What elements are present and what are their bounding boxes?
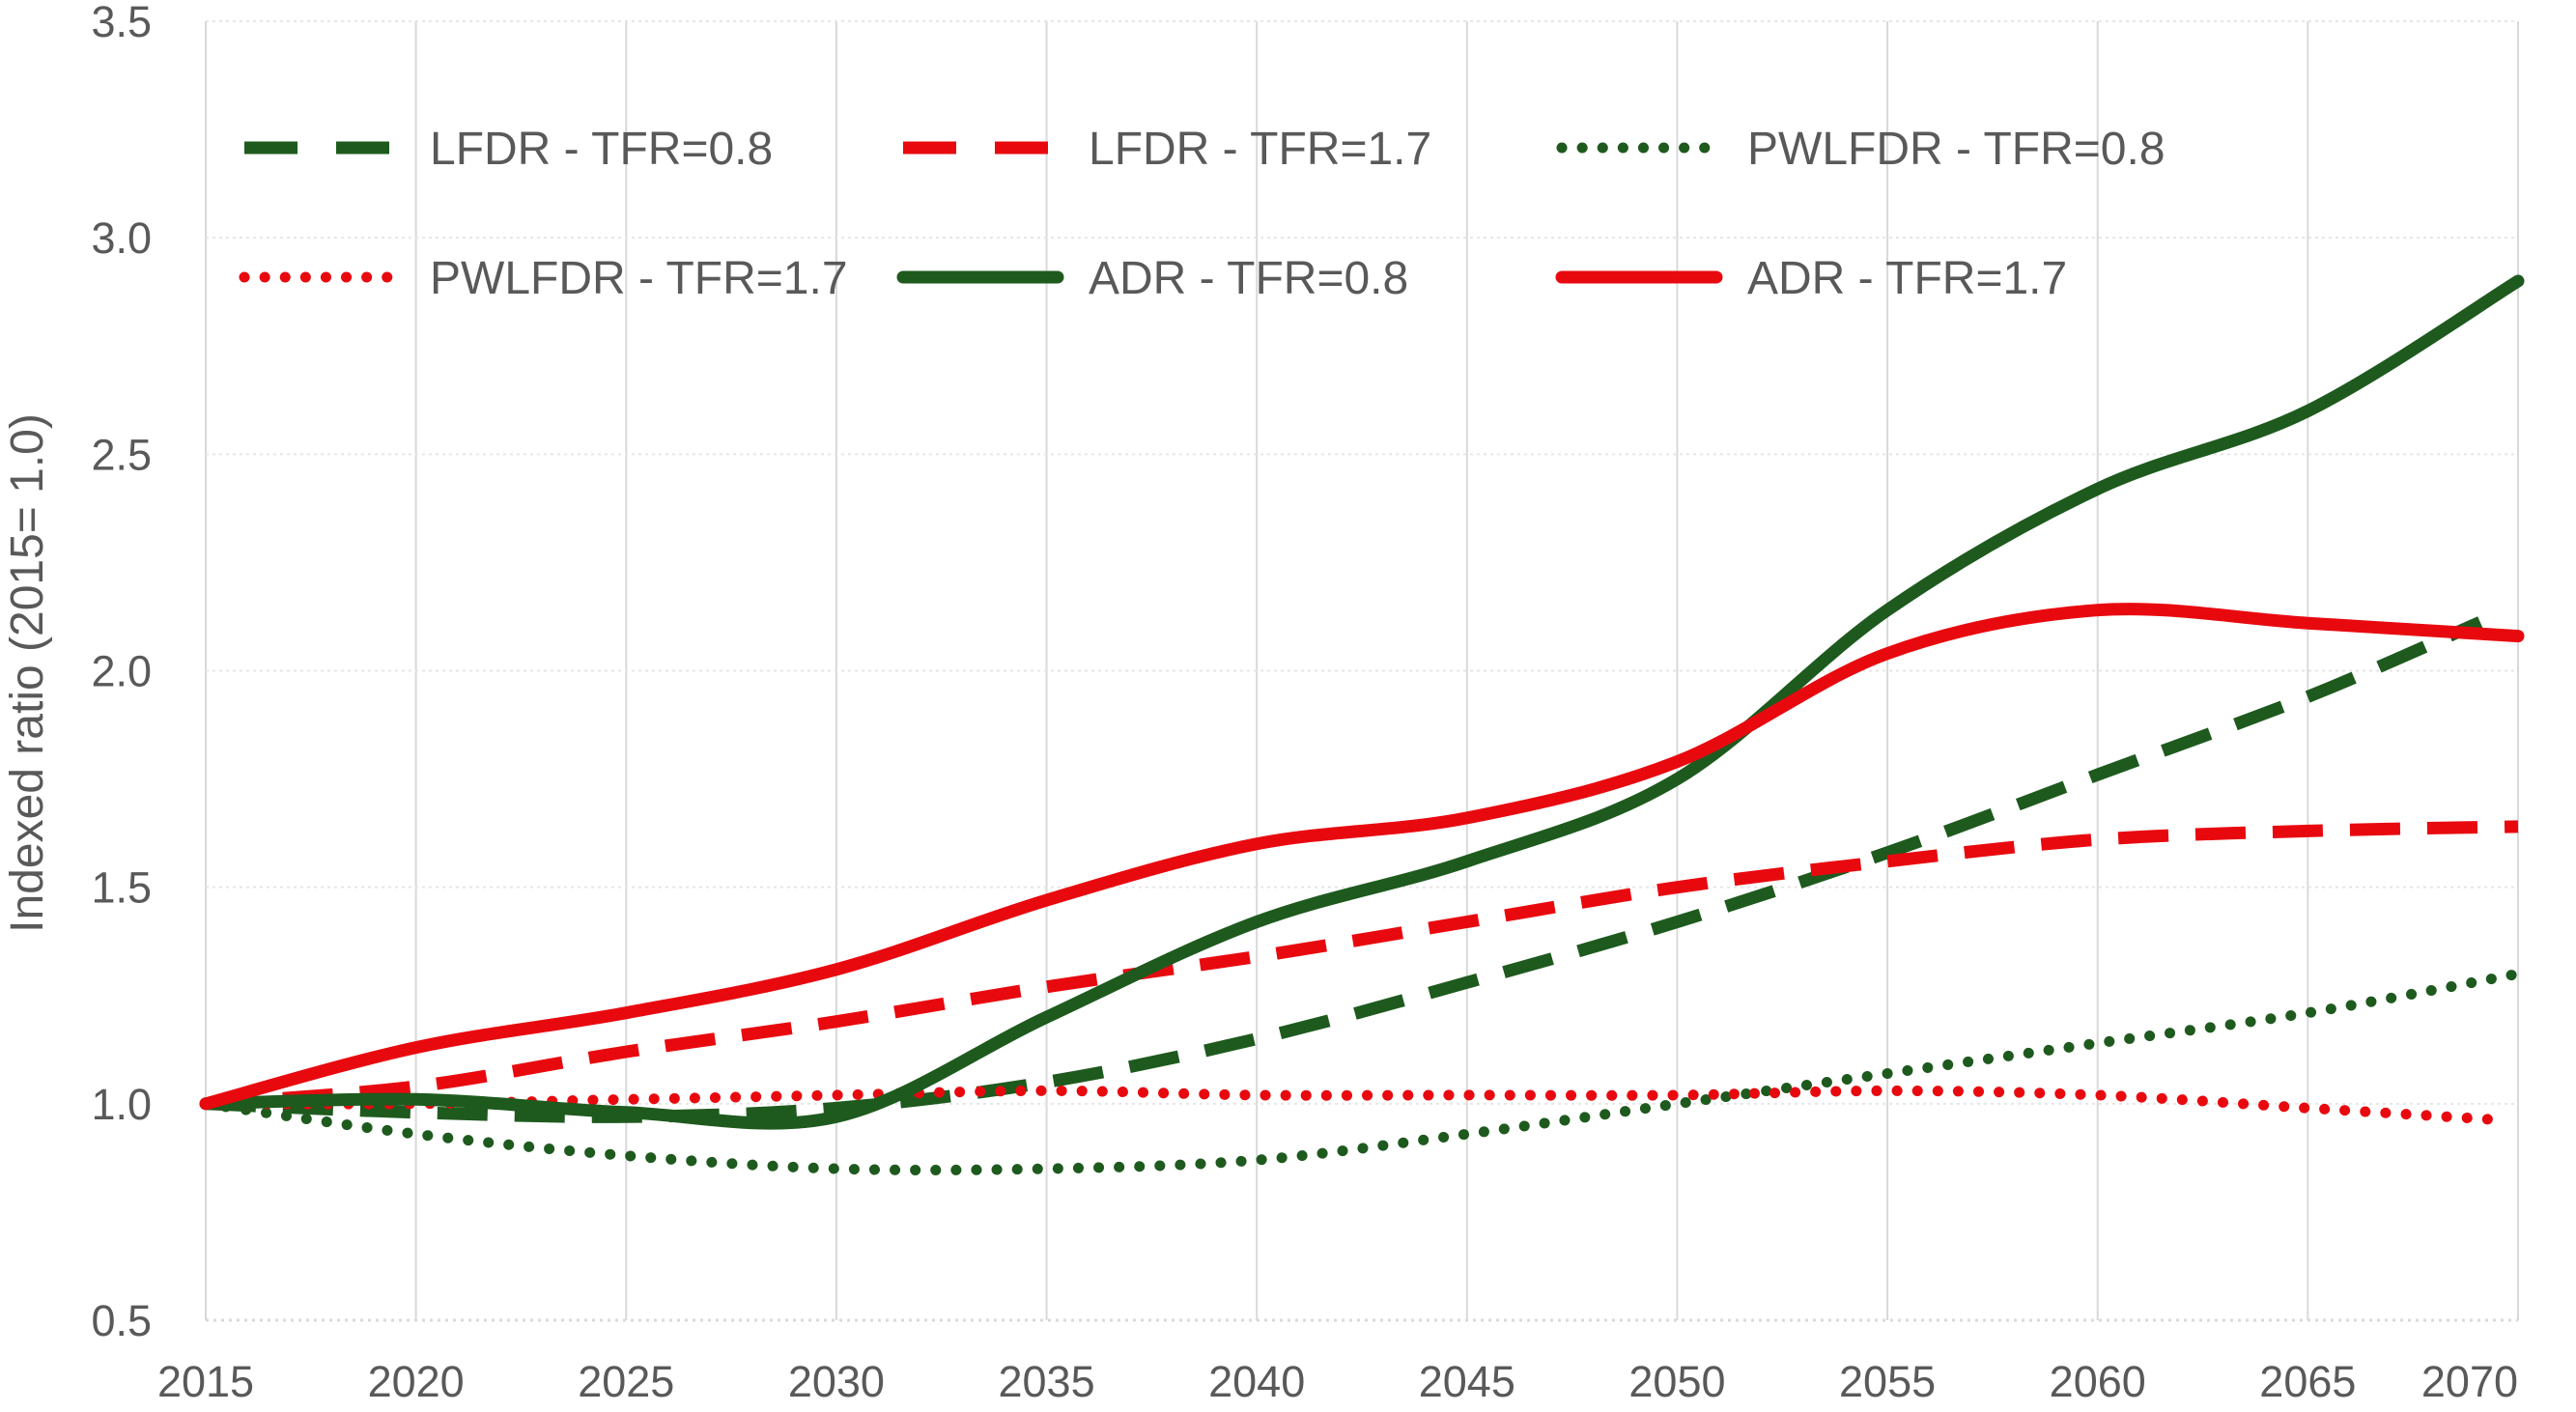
legend-entry: PWLFDR - TFR=0.8 — [1556, 124, 2166, 175]
y-tick-label: 3.0 — [91, 213, 152, 263]
x-tick-label: 2070 — [2421, 1357, 2518, 1406]
series-line-6 — [199, 603, 2525, 1111]
series-line-1 — [205, 616, 2483, 1123]
y-tick-label: 1.5 — [91, 863, 152, 913]
y-tick-label: 1.0 — [91, 1080, 152, 1129]
x-tick-label: 2060 — [2050, 1357, 2146, 1406]
legend-entry: PWLFDR - TFR=1.7 — [239, 253, 848, 304]
y-tick-label: 3.5 — [91, 0, 152, 46]
legend: LFDR - TFR=0.8 LFDR - TFR=1.7 PWLFDR - TFR… — [239, 124, 2166, 304]
legend-label: ADR - TFR=1.7 — [1747, 253, 2067, 304]
x-tick-label: 2025 — [578, 1357, 674, 1406]
series-line-4 — [200, 1085, 2513, 1126]
series-line-5 — [199, 274, 2525, 1130]
x-tick-label: 2055 — [1839, 1357, 1936, 1406]
x-tick-label: 2035 — [998, 1357, 1094, 1406]
legend-entry: LFDR - TFR=0.8 — [244, 124, 773, 175]
x-tick-label: 2050 — [1628, 1357, 1725, 1406]
x-tick-label: 2020 — [368, 1357, 465, 1406]
legend-label: PWLFDR - TFR=0.8 — [1747, 124, 2166, 175]
axes: 2015 2020 2025 2030 2035 2040 2045 2050 2055 2060… — [91, 0, 2518, 1406]
y-tick-label: 2.5 — [91, 430, 152, 479]
y-tick-label: 0.5 — [91, 1296, 152, 1345]
x-tick-label: 2040 — [1208, 1357, 1305, 1406]
x-tick-label: 2045 — [1419, 1357, 1515, 1406]
y-tick-label: 2.0 — [91, 647, 152, 696]
y-axis-title: Indexed ratio (2015= 1.0) — [2, 413, 53, 933]
legend-entry: LFDR - TFR=1.7 — [903, 124, 1431, 175]
grid — [205, 20, 2519, 1322]
legend-label: LFDR - TFR=1.7 — [1089, 124, 1431, 175]
x-tick-label: 2015 — [157, 1357, 254, 1406]
legend-label: ADR - TFR=0.8 — [1089, 253, 1408, 304]
x-tick-label: 2065 — [2259, 1357, 2356, 1406]
legend-label: LFDR - TFR=0.8 — [430, 124, 773, 175]
legend-entry: ADR - TFR=0.8 — [896, 253, 1408, 304]
legend-entry: ADR - TFR=1.7 — [1555, 253, 2067, 304]
series-line-2 — [205, 820, 2519, 1111]
x-tick-label: 2030 — [788, 1357, 885, 1406]
series-lines — [199, 274, 2525, 1175]
series-line-3 — [200, 968, 2524, 1175]
legend-label: PWLFDR - TFR=1.7 — [430, 253, 848, 304]
